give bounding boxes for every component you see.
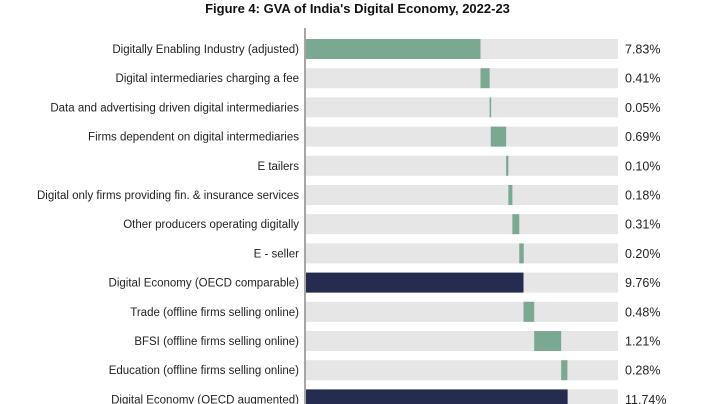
track-bar bbox=[306, 97, 618, 118]
bar bbox=[506, 155, 509, 176]
bar bbox=[512, 214, 520, 235]
category-label: Data and advertising driven digital inte… bbox=[50, 102, 299, 114]
category-label: Education (offline firms selling online) bbox=[109, 365, 299, 377]
data-label: 1.21% bbox=[625, 335, 660, 349]
track-bar bbox=[306, 331, 618, 351]
track-bar bbox=[306, 301, 618, 322]
category-label: E - seller bbox=[254, 248, 300, 260]
category-label: Trade (offline firms selling online) bbox=[130, 307, 299, 319]
category-label: Digital Economy (OECD augmented) bbox=[111, 394, 299, 404]
bar bbox=[523, 301, 535, 322]
data-label: 0.41% bbox=[625, 72, 660, 86]
bar bbox=[480, 68, 490, 89]
track-bar bbox=[306, 360, 618, 381]
data-label: 0.20% bbox=[625, 247, 660, 261]
data-label: 0.48% bbox=[625, 305, 660, 319]
category-label: Firms dependent on digital intermediarie… bbox=[88, 132, 299, 144]
bar bbox=[490, 126, 507, 147]
track-bar bbox=[306, 126, 618, 147]
bar bbox=[534, 331, 562, 351]
category-label: E tailers bbox=[257, 161, 299, 173]
data-label: 9.76% bbox=[625, 276, 660, 290]
track-bar bbox=[306, 214, 618, 235]
data-label: 0.18% bbox=[625, 189, 660, 203]
category-label: Digital only firms providing fin. & insu… bbox=[37, 190, 299, 202]
track-bar bbox=[306, 243, 618, 264]
bar bbox=[306, 39, 481, 59]
category-label: Digitally Enabling Industry (adjusted) bbox=[112, 44, 299, 56]
category-label: BFSI (offline firms selling online) bbox=[134, 336, 299, 348]
bar bbox=[508, 185, 513, 205]
track-bar bbox=[306, 68, 618, 89]
data-label: 0.28% bbox=[625, 364, 660, 378]
chart-title: Figure 4: GVA of India's Digital Economy… bbox=[205, 1, 510, 16]
bar bbox=[561, 360, 568, 381]
track-bar bbox=[306, 185, 618, 205]
bar bbox=[519, 243, 524, 264]
data-label: 0.10% bbox=[625, 159, 660, 173]
data-label: 7.83% bbox=[625, 43, 660, 57]
category-label: Other producers operating digitally bbox=[123, 219, 299, 231]
bar bbox=[306, 272, 524, 293]
data-label: 0.69% bbox=[625, 130, 660, 144]
track-bar bbox=[306, 155, 618, 176]
bar bbox=[489, 97, 492, 118]
category-label: Digital intermediaries charging a fee bbox=[116, 73, 299, 85]
category-label: Digital Economy (OECD comparable) bbox=[109, 278, 300, 290]
data-label: 0.31% bbox=[625, 218, 660, 232]
data-label: 0.05% bbox=[625, 101, 660, 115]
bar bbox=[306, 389, 568, 404]
data-label: 11.74% bbox=[625, 393, 666, 404]
